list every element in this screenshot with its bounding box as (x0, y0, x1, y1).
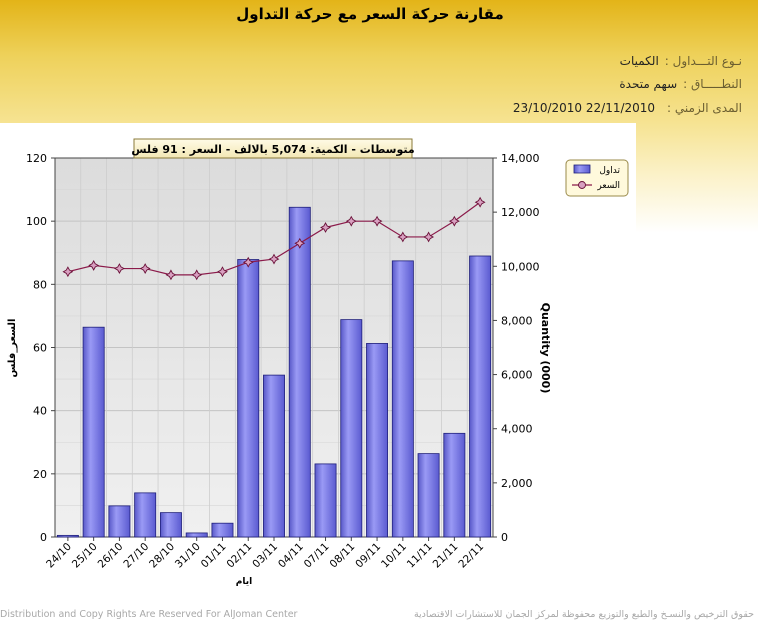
volume-bar (314, 463, 337, 538)
price-point (294, 237, 306, 249)
left-tick-label: 100 (26, 215, 47, 228)
left-tick-label: 20 (33, 468, 47, 481)
price-point (474, 196, 486, 208)
left-axis-title: السعر_فلس (7, 319, 18, 378)
price-point (139, 263, 151, 274)
price-point (448, 215, 460, 227)
volume-bar (263, 374, 285, 538)
volume-bar (443, 432, 466, 538)
left-tick-label: 60 (33, 342, 47, 355)
left-tick-label: 80 (33, 278, 47, 291)
left-tick-label: 40 (33, 405, 47, 418)
x-tick-label: 03/11 (250, 541, 280, 571)
x-tick-label: 25/10 (70, 541, 100, 571)
right-tick-label: 10,000 (501, 260, 540, 273)
volume-bar (159, 512, 182, 538)
price-point (191, 269, 203, 281)
period-label: المدى الزمني : (667, 101, 742, 115)
price-point (88, 259, 100, 271)
summary-box-text: متوسطات - الكمية: 5,074 بالالف - السعر :… (131, 143, 414, 156)
right-tick-label: 6,000 (501, 369, 533, 382)
x-tick-label: 11/11 (405, 541, 435, 571)
footer-copyright-ar: حقوق الترخيص والنسـخ والطبع والتوزيع محف… (413, 609, 754, 620)
price-point (345, 215, 357, 227)
right-tick-label: 8,000 (501, 314, 533, 327)
volume-bar (56, 534, 79, 538)
left-tick-label: 120 (26, 152, 47, 165)
x-tick-label: 28/10 (147, 541, 177, 571)
x-tick-label: 31/10 (173, 541, 203, 571)
right-tick-label: 4,000 (501, 423, 533, 436)
header-fade (636, 123, 758, 233)
right-axis-title: Quantity (000) (539, 303, 552, 394)
right-tick-label: 0 (501, 531, 508, 544)
volume-bar (237, 259, 260, 538)
price-point (62, 266, 74, 278)
right-tick-label: 2,000 (501, 477, 533, 490)
volume-bar (417, 453, 440, 538)
x-axis-title: ايام (236, 577, 252, 587)
scope-row: النطـــــاق : سهم متحدة (619, 77, 742, 91)
price-point (113, 263, 125, 274)
volume-bar (391, 260, 414, 538)
x-tick-label: 10/11 (379, 541, 409, 571)
scope-label: النطـــــاق : (683, 77, 742, 91)
volume-bar (288, 206, 311, 538)
volume-bar (108, 505, 131, 538)
x-tick-label: 24/10 (44, 541, 74, 571)
x-tick-label: 21/11 (431, 541, 461, 571)
price-point (165, 269, 177, 281)
price-point (397, 231, 409, 243)
trade-type-value: الكميات (619, 54, 659, 68)
volume-bar (340, 319, 363, 538)
scope-value: سهم متحدة (619, 77, 678, 91)
x-tick-label: 27/10 (121, 541, 151, 571)
page-title: مقارنة حركة السعر مع حركة التداول (236, 5, 504, 23)
price-point (268, 253, 280, 265)
x-tick-label: 02/11 (224, 541, 254, 571)
price-point (320, 222, 331, 233)
x-tick-label: 26/10 (96, 541, 126, 571)
legend-line-label: السعر (596, 181, 620, 191)
legend-line-marker (578, 181, 586, 189)
left-tick-label: 0 (40, 531, 47, 544)
price-point (423, 231, 435, 243)
volume-bar (211, 522, 234, 538)
header-band (0, 0, 758, 123)
legend-bar-label: تداول (599, 166, 620, 176)
x-tick-label: 01/11 (199, 541, 229, 571)
volume-bar (469, 255, 492, 538)
volume-bar (185, 532, 208, 538)
period-value: 22/11/2010 23/10/2010 (512, 101, 656, 115)
volume-bar (134, 492, 157, 538)
trade-type-label: نـوع التـــداول : (664, 54, 742, 68)
trade-type-row: نـوع التـــداول : الكميات (620, 54, 742, 68)
volume-bar (82, 326, 105, 538)
period-row: المدى الزمني : 22/11/2010 23/10/2010 (513, 101, 742, 115)
footer-copyright-en: Distribution and Copy Rights Are Reserve… (0, 609, 298, 620)
volume-bar (366, 343, 389, 538)
x-tick-label: 22/11 (456, 541, 486, 571)
x-tick-label: 04/11 (276, 541, 306, 571)
x-tick-label: 08/11 (328, 541, 358, 571)
x-tick-label: 07/11 (302, 541, 332, 571)
right-tick-label: 14,000 (501, 152, 540, 165)
price-point (217, 266, 228, 278)
legend-bar-swatch (573, 164, 591, 174)
summary-box (133, 138, 413, 159)
price-point (371, 215, 383, 227)
x-tick-label: 09/11 (353, 541, 383, 571)
price-point (242, 256, 254, 268)
right-tick-label: 12,000 (501, 206, 540, 219)
